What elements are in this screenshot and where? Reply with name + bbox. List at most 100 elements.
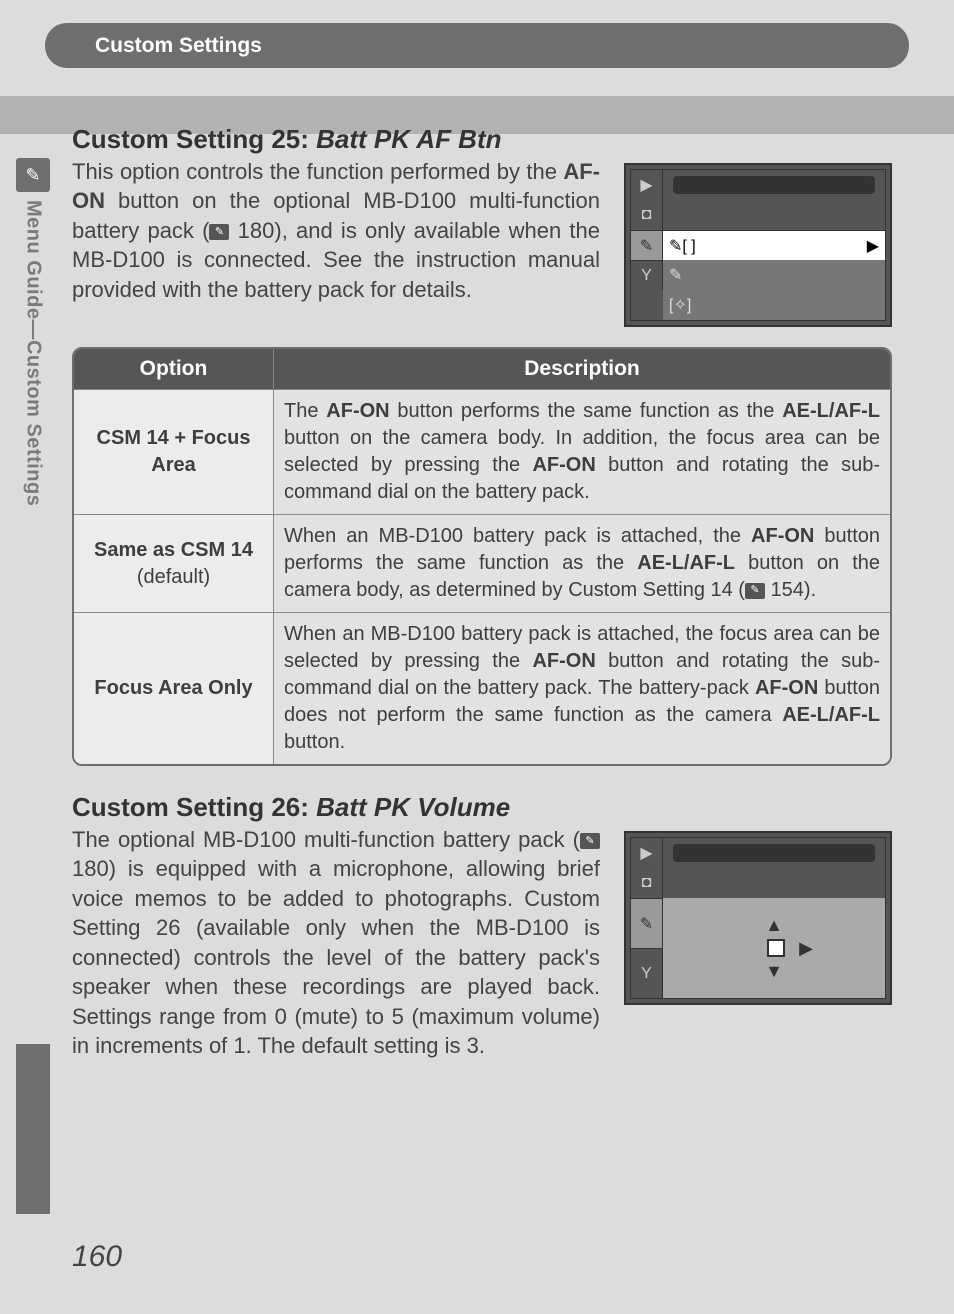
lcd-pencil-small: ✎ (669, 265, 682, 285)
lcd2-side-3: Y (631, 948, 663, 998)
p26-b: ) is equipped with a microphone, allowin… (72, 856, 600, 1058)
vol-up-icon: ▲ (765, 915, 783, 936)
vol-right-icon: ▶ (799, 938, 813, 959)
section-26-heading: Custom Setting 26: Batt PK Volume (72, 792, 892, 823)
lcd-side-icon-0: ▶ (631, 170, 663, 200)
opt1-l1: Same as CSM 14 (94, 539, 253, 561)
lcd-main-1 (663, 200, 885, 230)
vol-mid-row: ▶ (735, 938, 813, 959)
lcd-focus-glyph: [✧] (669, 295, 691, 315)
sidebar-accent-bar (16, 1044, 50, 1214)
lcd-pill-dark (673, 176, 875, 194)
lcd-main-3: ✎ (663, 260, 885, 290)
lcd2-main-0 (663, 838, 885, 868)
opt2-l1: Focus Area Only (94, 677, 252, 699)
opt-cell-2: Focus Area Only (74, 612, 274, 764)
p25-pref: 180 (229, 218, 274, 243)
d2d: button. (284, 731, 345, 753)
table-row: Focus Area Only When an MB-D100 battery … (74, 612, 890, 764)
lcd2-side-1: ◘ (631, 868, 663, 898)
lcd-main-0 (663, 170, 885, 200)
book-icon: ✎ (580, 833, 600, 849)
lcd-white-label: ✎[ ] (669, 236, 696, 256)
lcd-screenshot-25: ▶ ◘ ✎ ✎[ ] ▶ Y ✎ (624, 163, 892, 327)
table-header-row: Option Description (74, 349, 890, 389)
options-table: Option Description CSM 14 + Focus Area T… (72, 347, 892, 766)
pencil-glyph: ✎ (25, 165, 40, 186)
p26-pref: 180 (72, 856, 109, 881)
lcd2-row-1: ◘ (631, 868, 885, 898)
page-header: Custom Settings (45, 23, 909, 68)
section-25-paragraph: This option controls the function perfor… (72, 157, 600, 304)
d2afon1: AF-ON (532, 650, 595, 672)
vol-square-icon (767, 939, 785, 957)
table-row: Same as CSM 14 (default) When an MB-D100… (74, 514, 890, 612)
d1pref: 154 (765, 579, 804, 601)
opt0-l1: CSM 14 + Focus (97, 427, 251, 449)
lcd-inner: ▶ ◘ ✎ ✎[ ] ▶ Y ✎ (630, 169, 886, 321)
d1afon1: AF-ON (751, 525, 814, 547)
lcd2-main-1 (663, 868, 885, 898)
sidebar-pencil-icon: ✎ (16, 158, 50, 192)
section-26: Custom Setting 26: Batt PK Volume The op… (72, 792, 892, 1061)
opt1-def: (default) (137, 566, 210, 588)
desc-cell-1: When an MB-D100 battery pack is attached… (274, 514, 890, 612)
page-content: Custom Setting 25: Batt PK AF Btn This o… (72, 124, 892, 1061)
lcd2-side-0: ▶ (631, 838, 663, 868)
heading-prefix-26: Custom Setting 26: (72, 792, 316, 822)
opt0-l2: Area (151, 454, 195, 476)
lcd-arrow-right-icon: ▶ (867, 236, 879, 256)
lcd-side-icon-3: Y (631, 260, 663, 290)
lcd2-side-2: ✎ (631, 898, 663, 948)
lcd-main-4: [✧] (663, 290, 885, 320)
sidebar-section-label: Menu Guide—Custom Settings (16, 200, 50, 510)
d0afon2: AF-ON (532, 454, 595, 476)
table-row: CSM 14 + Focus Area The AF-ON button per… (74, 389, 890, 514)
section-26-paragraph: The optional MB-D100 multi-function batt… (72, 825, 600, 1061)
vol-down-icon: ▼ (765, 961, 783, 982)
d0a: The (284, 400, 326, 422)
d0b: button performs the same function as the (390, 400, 783, 422)
desc-cell-0: The AF-ON button performs the same funct… (274, 389, 890, 514)
d1a: When an MB-D100 battery pack is attached… (284, 525, 751, 547)
section-25-heading: Custom Setting 25: Batt PK AF Btn (72, 124, 892, 155)
lcd2-side-col: ✎ Y (631, 898, 663, 998)
lcd-row-3: Y ✎ (631, 260, 885, 290)
lcd2-pill (673, 844, 875, 862)
d2ael: AE-L/AF-L (782, 704, 880, 726)
p26-a: The optional MB-D100 multi-function batt… (72, 827, 580, 852)
lcd-row-1: ◘ (631, 200, 885, 230)
lcd-side-icon-1: ◘ (631, 200, 663, 230)
lcd-row-2: ✎ ✎[ ] ▶ (631, 230, 885, 260)
desc-cell-2: When an MB-D100 battery pack is attached… (274, 612, 890, 764)
opt-cell-0: CSM 14 + Focus Area (74, 389, 274, 514)
p25-a: This option controls the function perfor… (72, 159, 563, 184)
lcd2-body-row: ✎ Y ▲ ▶ ▼ (631, 898, 885, 998)
section-26-layout: The optional MB-D100 multi-function batt… (72, 825, 892, 1061)
d1d: ). (804, 579, 816, 601)
lcd-row-0: ▶ (631, 170, 885, 200)
book-icon: ✎ (745, 583, 765, 599)
th-option: Option (74, 349, 274, 389)
lcd2-inner: ▶ ◘ ✎ Y ▲ (630, 837, 886, 999)
d1ael: AE-L/AF-L (637, 552, 735, 574)
section-25-layout: This option controls the function perfor… (72, 157, 892, 327)
d0afon1: AF-ON (326, 400, 389, 422)
page-header-title: Custom Settings (95, 34, 262, 58)
heading-italic: Batt PK AF Btn (316, 124, 501, 154)
opt-cell-1: Same as CSM 14 (default) (74, 514, 274, 612)
lcd-side-blank (631, 290, 663, 320)
lcd-screenshot-26: ▶ ◘ ✎ Y ▲ (624, 831, 892, 1005)
d2afon2: AF-ON (755, 677, 818, 699)
lcd-white-row: ✎[ ] ▶ (663, 231, 885, 261)
lcd-row-4: [✧] (631, 290, 885, 320)
lcd-side-icon-2: ✎ (631, 231, 663, 261)
heading-italic-26: Batt PK Volume (316, 792, 510, 822)
volume-control-graphic: ▲ ▶ ▼ (663, 898, 885, 998)
d0ael: AE-L/AF-L (782, 400, 880, 422)
heading-prefix: Custom Setting 25: (72, 124, 316, 154)
th-description: Description (274, 349, 890, 389)
page-number: 160 (72, 1240, 122, 1274)
book-icon: ✎ (209, 224, 229, 240)
lcd2-row-0: ▶ (631, 838, 885, 868)
